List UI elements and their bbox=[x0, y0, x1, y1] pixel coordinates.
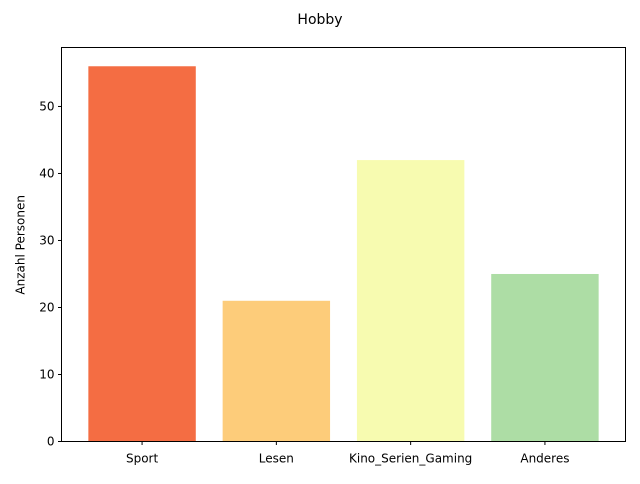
y-tick-label: 0 bbox=[47, 435, 55, 449]
y-tick-label: 40 bbox=[39, 166, 54, 180]
y-tick-label: 50 bbox=[39, 99, 54, 113]
bar-lesen bbox=[222, 300, 331, 442]
y-axis: 0 10 20 30 40 50 bbox=[39, 99, 62, 449]
y-tick-label: 10 bbox=[39, 367, 54, 381]
y-axis-label: Anzahl Personen bbox=[14, 195, 28, 295]
chart-title: Hobby bbox=[297, 12, 342, 28]
bar-sport bbox=[88, 66, 196, 442]
y-tick-label: 30 bbox=[39, 233, 54, 247]
bar-anderes bbox=[491, 273, 599, 442]
x-tick-label-sport: Sport bbox=[126, 452, 159, 466]
plot-frame bbox=[61, 47, 626, 442]
bar-kino-serien-gaming bbox=[356, 160, 465, 442]
y-tick-label: 20 bbox=[39, 300, 54, 314]
x-tick-label-kino-serien-gaming: Kino_Serien_Gaming bbox=[349, 452, 472, 466]
x-axis: Sport Lesen Kino_Serien_Gaming Anderes bbox=[126, 441, 569, 466]
bars-group bbox=[88, 66, 599, 442]
x-tick-label-anderes: Anderes bbox=[520, 452, 569, 466]
x-tick-label-lesen: Lesen bbox=[259, 452, 294, 466]
